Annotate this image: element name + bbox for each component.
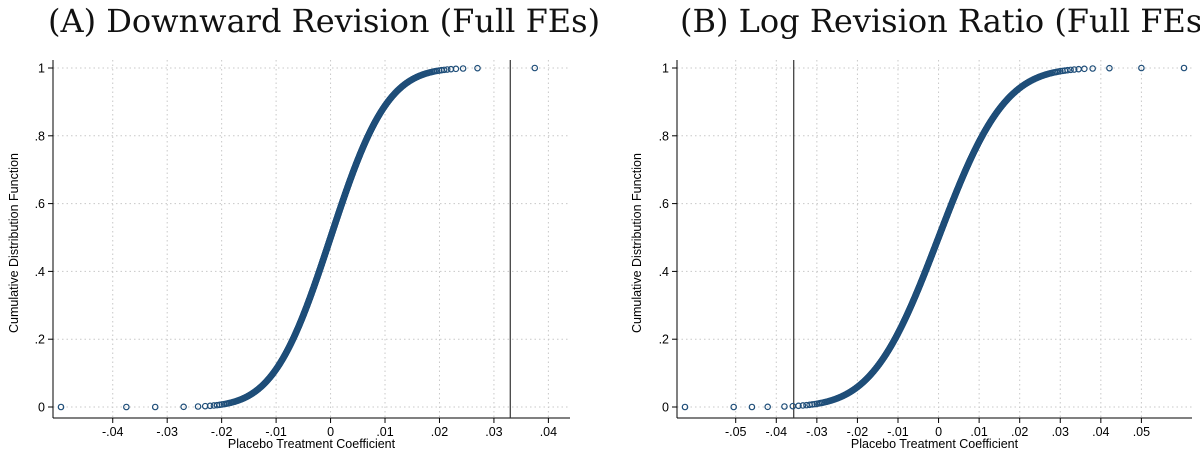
cdf-point xyxy=(452,65,460,73)
cdf-point xyxy=(440,66,448,74)
x-tick-label: -.05 xyxy=(725,425,747,439)
x-tick-label: .05 xyxy=(1133,425,1150,439)
y-tick-label: 0 xyxy=(38,401,45,415)
cdf-point xyxy=(1067,66,1074,74)
cdf-point xyxy=(194,403,202,410)
panel-b-plot: 0 .2 .4 .6 .8 1 -.05 -.04 -.03 -.02 -.01 0 .01 .02 .03… xyxy=(630,60,1192,451)
x-tick-label: -.03 xyxy=(156,425,178,439)
outlier-point xyxy=(531,64,539,72)
y-tick-label: .2 xyxy=(35,333,45,347)
x-tick-label: -.04 xyxy=(102,425,124,439)
cdf-point xyxy=(206,402,214,410)
panel-b-title: (B) Log Revision Ratio (Full FEs) xyxy=(680,2,1200,40)
x-axis-title: Placebo Treatment Coefficient xyxy=(851,437,1019,451)
y-tick-label: .6 xyxy=(659,197,669,211)
x-tick-label: .02 xyxy=(431,425,448,439)
y-tick-label: .8 xyxy=(35,129,45,143)
cdf-point xyxy=(474,64,481,72)
x-tick-label: .04 xyxy=(1092,425,1109,439)
x-tick-label: -.04 xyxy=(766,425,788,439)
outlier-point xyxy=(681,403,689,411)
outlier-point xyxy=(151,403,159,411)
cdf-point xyxy=(1106,64,1113,72)
y-axis-title: Cumulative Distribution Function xyxy=(630,153,644,333)
cdf-point xyxy=(795,402,802,410)
cdf-point xyxy=(1081,65,1088,73)
outlier-point xyxy=(57,403,65,411)
x-tick-label: .03 xyxy=(1052,425,1069,439)
y-tick-label: .6 xyxy=(35,197,45,211)
outlier-point xyxy=(1138,64,1145,72)
x-tick-label: .02 xyxy=(1011,425,1028,439)
outlier-point xyxy=(730,403,737,411)
cdf-point xyxy=(443,66,451,73)
panel-a-plot: 0 .2 .4 .6 .8 1 -.04 -.03 -.02 -.01 0 .01 .02 .03 .04 P… xyxy=(7,60,570,451)
y-tick-label: 0 xyxy=(662,401,669,415)
y-tick-label: .8 xyxy=(659,129,669,143)
x-tick-label: 0 xyxy=(935,425,942,439)
x-tick-label: -.02 xyxy=(211,425,233,439)
y-axis-title: Cumulative Distribution Function xyxy=(7,153,21,333)
y-tick-label: .4 xyxy=(35,265,45,279)
y-tick-label: .4 xyxy=(659,265,669,279)
outlier-point xyxy=(123,403,130,411)
x-tick-label: -.03 xyxy=(806,425,828,439)
y-tick-label: 1 xyxy=(38,62,45,76)
cdf-point xyxy=(789,402,797,410)
panel-a-title: (A) Downward Revision (Full FEs) xyxy=(48,2,601,40)
x-tick-label: 0 xyxy=(327,425,334,439)
x-tick-label: .04 xyxy=(540,425,557,439)
x-axis-title: Placebo Treatment Coefficient xyxy=(228,437,396,451)
cdf-point xyxy=(1089,65,1096,72)
outlier-point xyxy=(748,403,756,411)
cdf-point xyxy=(1064,66,1071,74)
x-tick-label: -.02 xyxy=(847,425,869,439)
cdf-point xyxy=(781,403,788,410)
x-tick-label: .01 xyxy=(376,425,393,439)
x-tick-label: -.01 xyxy=(265,425,287,439)
cdf-point xyxy=(459,65,467,72)
cdf-point xyxy=(764,403,771,411)
y-tick-label: .2 xyxy=(659,333,669,347)
outlier-point xyxy=(1180,64,1188,72)
cdf-point xyxy=(180,403,187,411)
cdf-point xyxy=(799,402,807,409)
x-tick-label: .03 xyxy=(485,425,502,439)
cdf-point xyxy=(1070,66,1078,73)
cdf-point xyxy=(808,401,816,408)
y-tick-label: 1 xyxy=(662,62,669,76)
x-tick-label: -.01 xyxy=(887,425,909,439)
x-tick-label: .01 xyxy=(970,425,987,439)
